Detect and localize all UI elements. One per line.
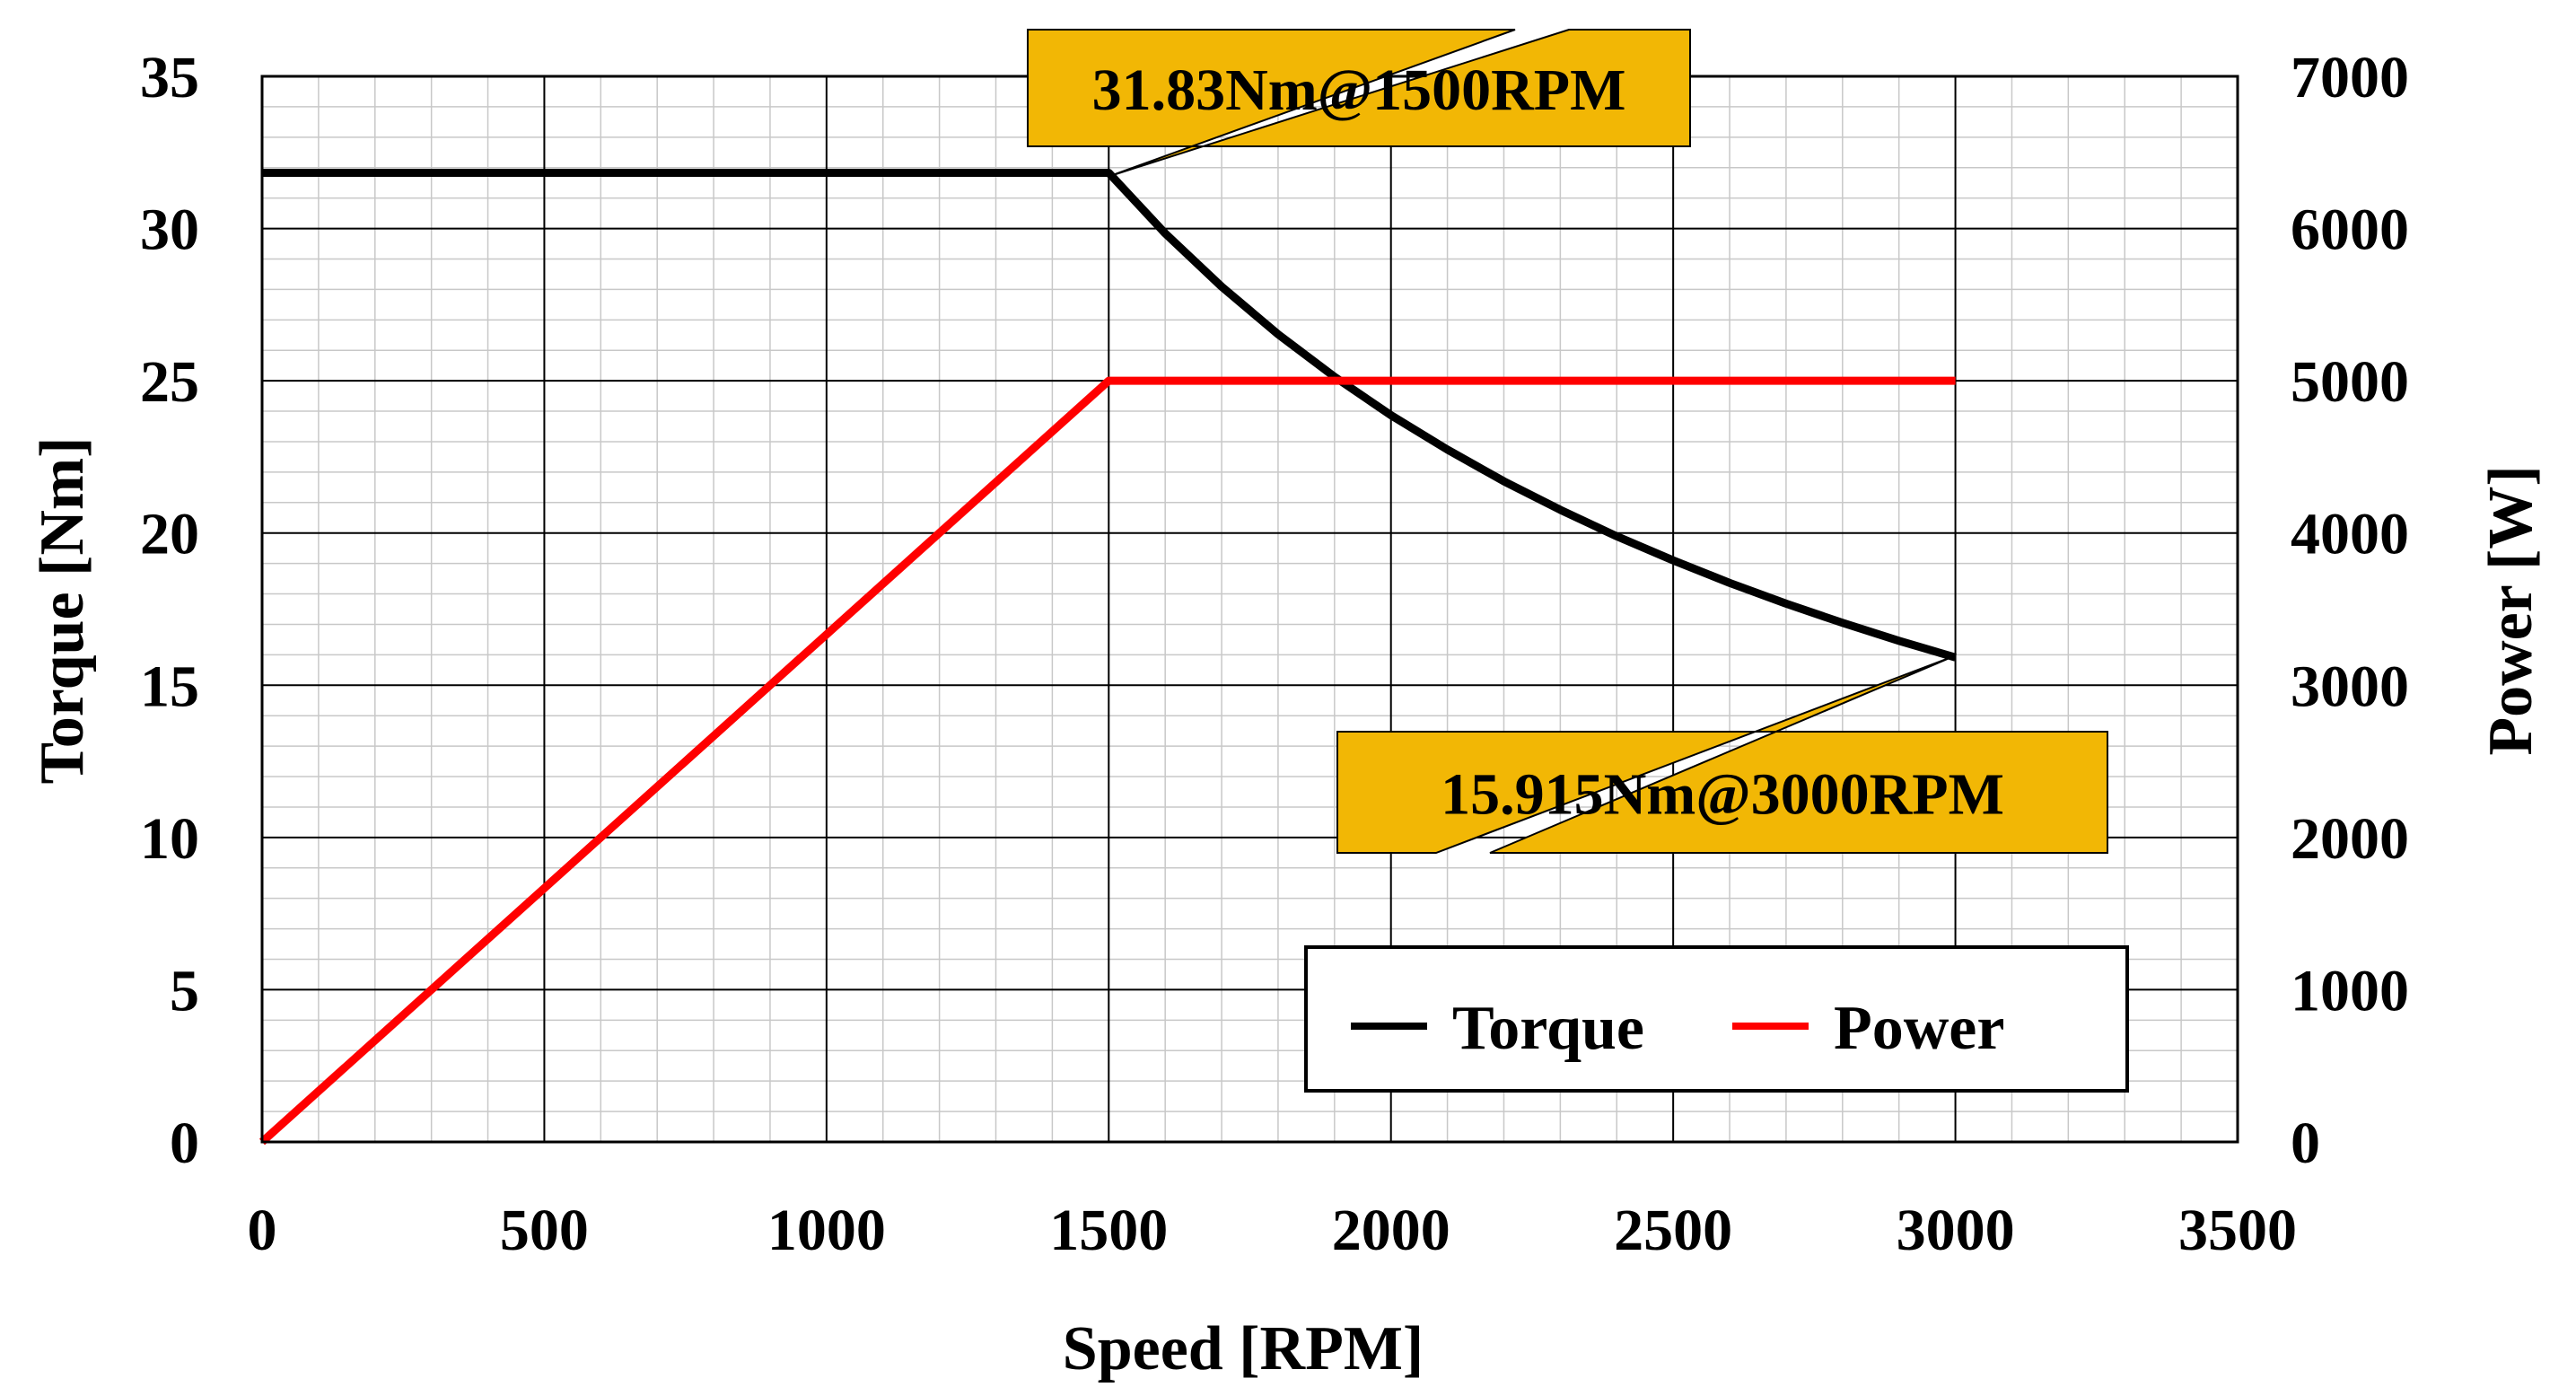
- annotation-callout-box: [1027, 29, 1691, 178]
- y-left-tick-label: 35: [140, 45, 199, 110]
- annotation-callout-box: [1336, 654, 2108, 854]
- y-left-tick-label: 0: [170, 1111, 199, 1176]
- y-left-tick-label: 25: [140, 349, 199, 415]
- y-right-tick-label: 2000: [2291, 806, 2409, 872]
- tick-labels: 0 500 1000 1500 2000 2500 3000 3500 0 5 10 15 20 25 30…: [140, 45, 2409, 1263]
- y-right-tick-label: 6000: [2291, 198, 2409, 263]
- legend-label-torque: Torque: [1452, 994, 1644, 1063]
- y-axis-left-label: Torque [Nm]: [28, 437, 97, 785]
- x-tick-label: 1500: [1049, 1198, 1168, 1263]
- y-right-tick-label: 0: [2291, 1111, 2320, 1176]
- legend: Torque Power: [1304, 945, 2129, 1093]
- x-tick-label: 3500: [2178, 1198, 2297, 1263]
- y-axis-right-label: Power [W]: [2476, 465, 2545, 755]
- y-right-tick-label: 7000: [2291, 45, 2409, 110]
- axis-labels: Speed [RPM] Torque [Nm] Power [W]: [28, 437, 2545, 1383]
- x-tick-label: 1000: [767, 1198, 886, 1263]
- y-left-tick-label: 20: [140, 502, 199, 567]
- annotation-label: 15.915Nm@3000RPM: [1441, 762, 2004, 828]
- legend-box: [1304, 945, 2129, 1093]
- x-tick-label: 2000: [1332, 1198, 1450, 1263]
- annotations: 31.83Nm@1500RPM 15.915Nm@3000RPM: [1027, 29, 2108, 854]
- series-layer: [258, 169, 1957, 1146]
- series-line-power: [258, 376, 1956, 1146]
- series-line-torque: [262, 169, 1957, 662]
- x-tick-label: 2500: [1614, 1198, 1732, 1263]
- annotation-label: 31.83Nm@1500RPM: [1092, 57, 1626, 123]
- x-tick-label: 3000: [1897, 1198, 2015, 1263]
- y-right-tick-label: 4000: [2291, 502, 2409, 567]
- major-gridlines: [262, 76, 2238, 1142]
- x-axis-label: Speed [RPM]: [1063, 1314, 1424, 1383]
- y-right-tick-label: 1000: [2291, 958, 2409, 1023]
- legend-label-power: Power: [1834, 994, 2004, 1063]
- y-left-tick-label: 15: [140, 654, 199, 719]
- y-left-tick-label: 10: [140, 806, 199, 872]
- y-right-tick-label: 5000: [2291, 349, 2409, 415]
- y-left-tick-label: 30: [140, 198, 199, 263]
- x-tick-label: 500: [500, 1198, 589, 1263]
- y-right-tick-label: 3000: [2291, 654, 2409, 719]
- x-tick-label: 0: [248, 1198, 277, 1263]
- y-left-tick-label: 5: [170, 958, 199, 1023]
